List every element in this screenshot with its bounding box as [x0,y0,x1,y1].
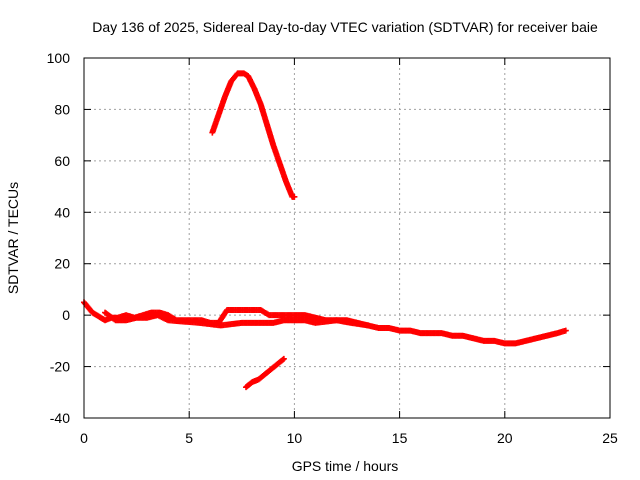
axis-ticks: 0 5 10 15 20 25 -40 -20 0 20 40 60 80 100 [47,50,618,446]
x-tick-label: 15 [392,430,408,446]
data-points [81,70,569,391]
plot-frame [83,57,611,419]
y-tick-label: 60 [54,153,70,169]
x-tick-label: 10 [287,430,303,446]
data-point [365,322,372,329]
series-upper-arc [209,70,298,200]
x-tick-label: 20 [497,430,513,446]
data-point [562,327,569,334]
data-point [291,193,298,200]
grid [84,58,610,418]
y-tick-label: 20 [54,256,70,272]
y-tick-label: 0 [62,307,70,323]
data-point [279,356,286,363]
y-tick-label: -20 [50,359,70,375]
y-tick-label: 80 [54,101,70,117]
y-tick-label: -40 [50,410,70,426]
x-tick-label: 0 [80,430,88,446]
chart-title: Day 136 of 2025, Sidereal Day-to-day VTE… [92,19,598,35]
series-secondary-track [102,309,372,329]
series-lower-segment [243,355,287,391]
x-tick-label: 5 [185,430,193,446]
y-tick-label: 100 [47,50,71,66]
x-axis-label: GPS time / hours [292,458,399,474]
data-point [280,355,287,362]
y-axis-label: SDTVAR / TECUs [5,182,21,294]
y-tick-label: 40 [54,204,70,220]
x-tick-label: 25 [602,430,618,446]
